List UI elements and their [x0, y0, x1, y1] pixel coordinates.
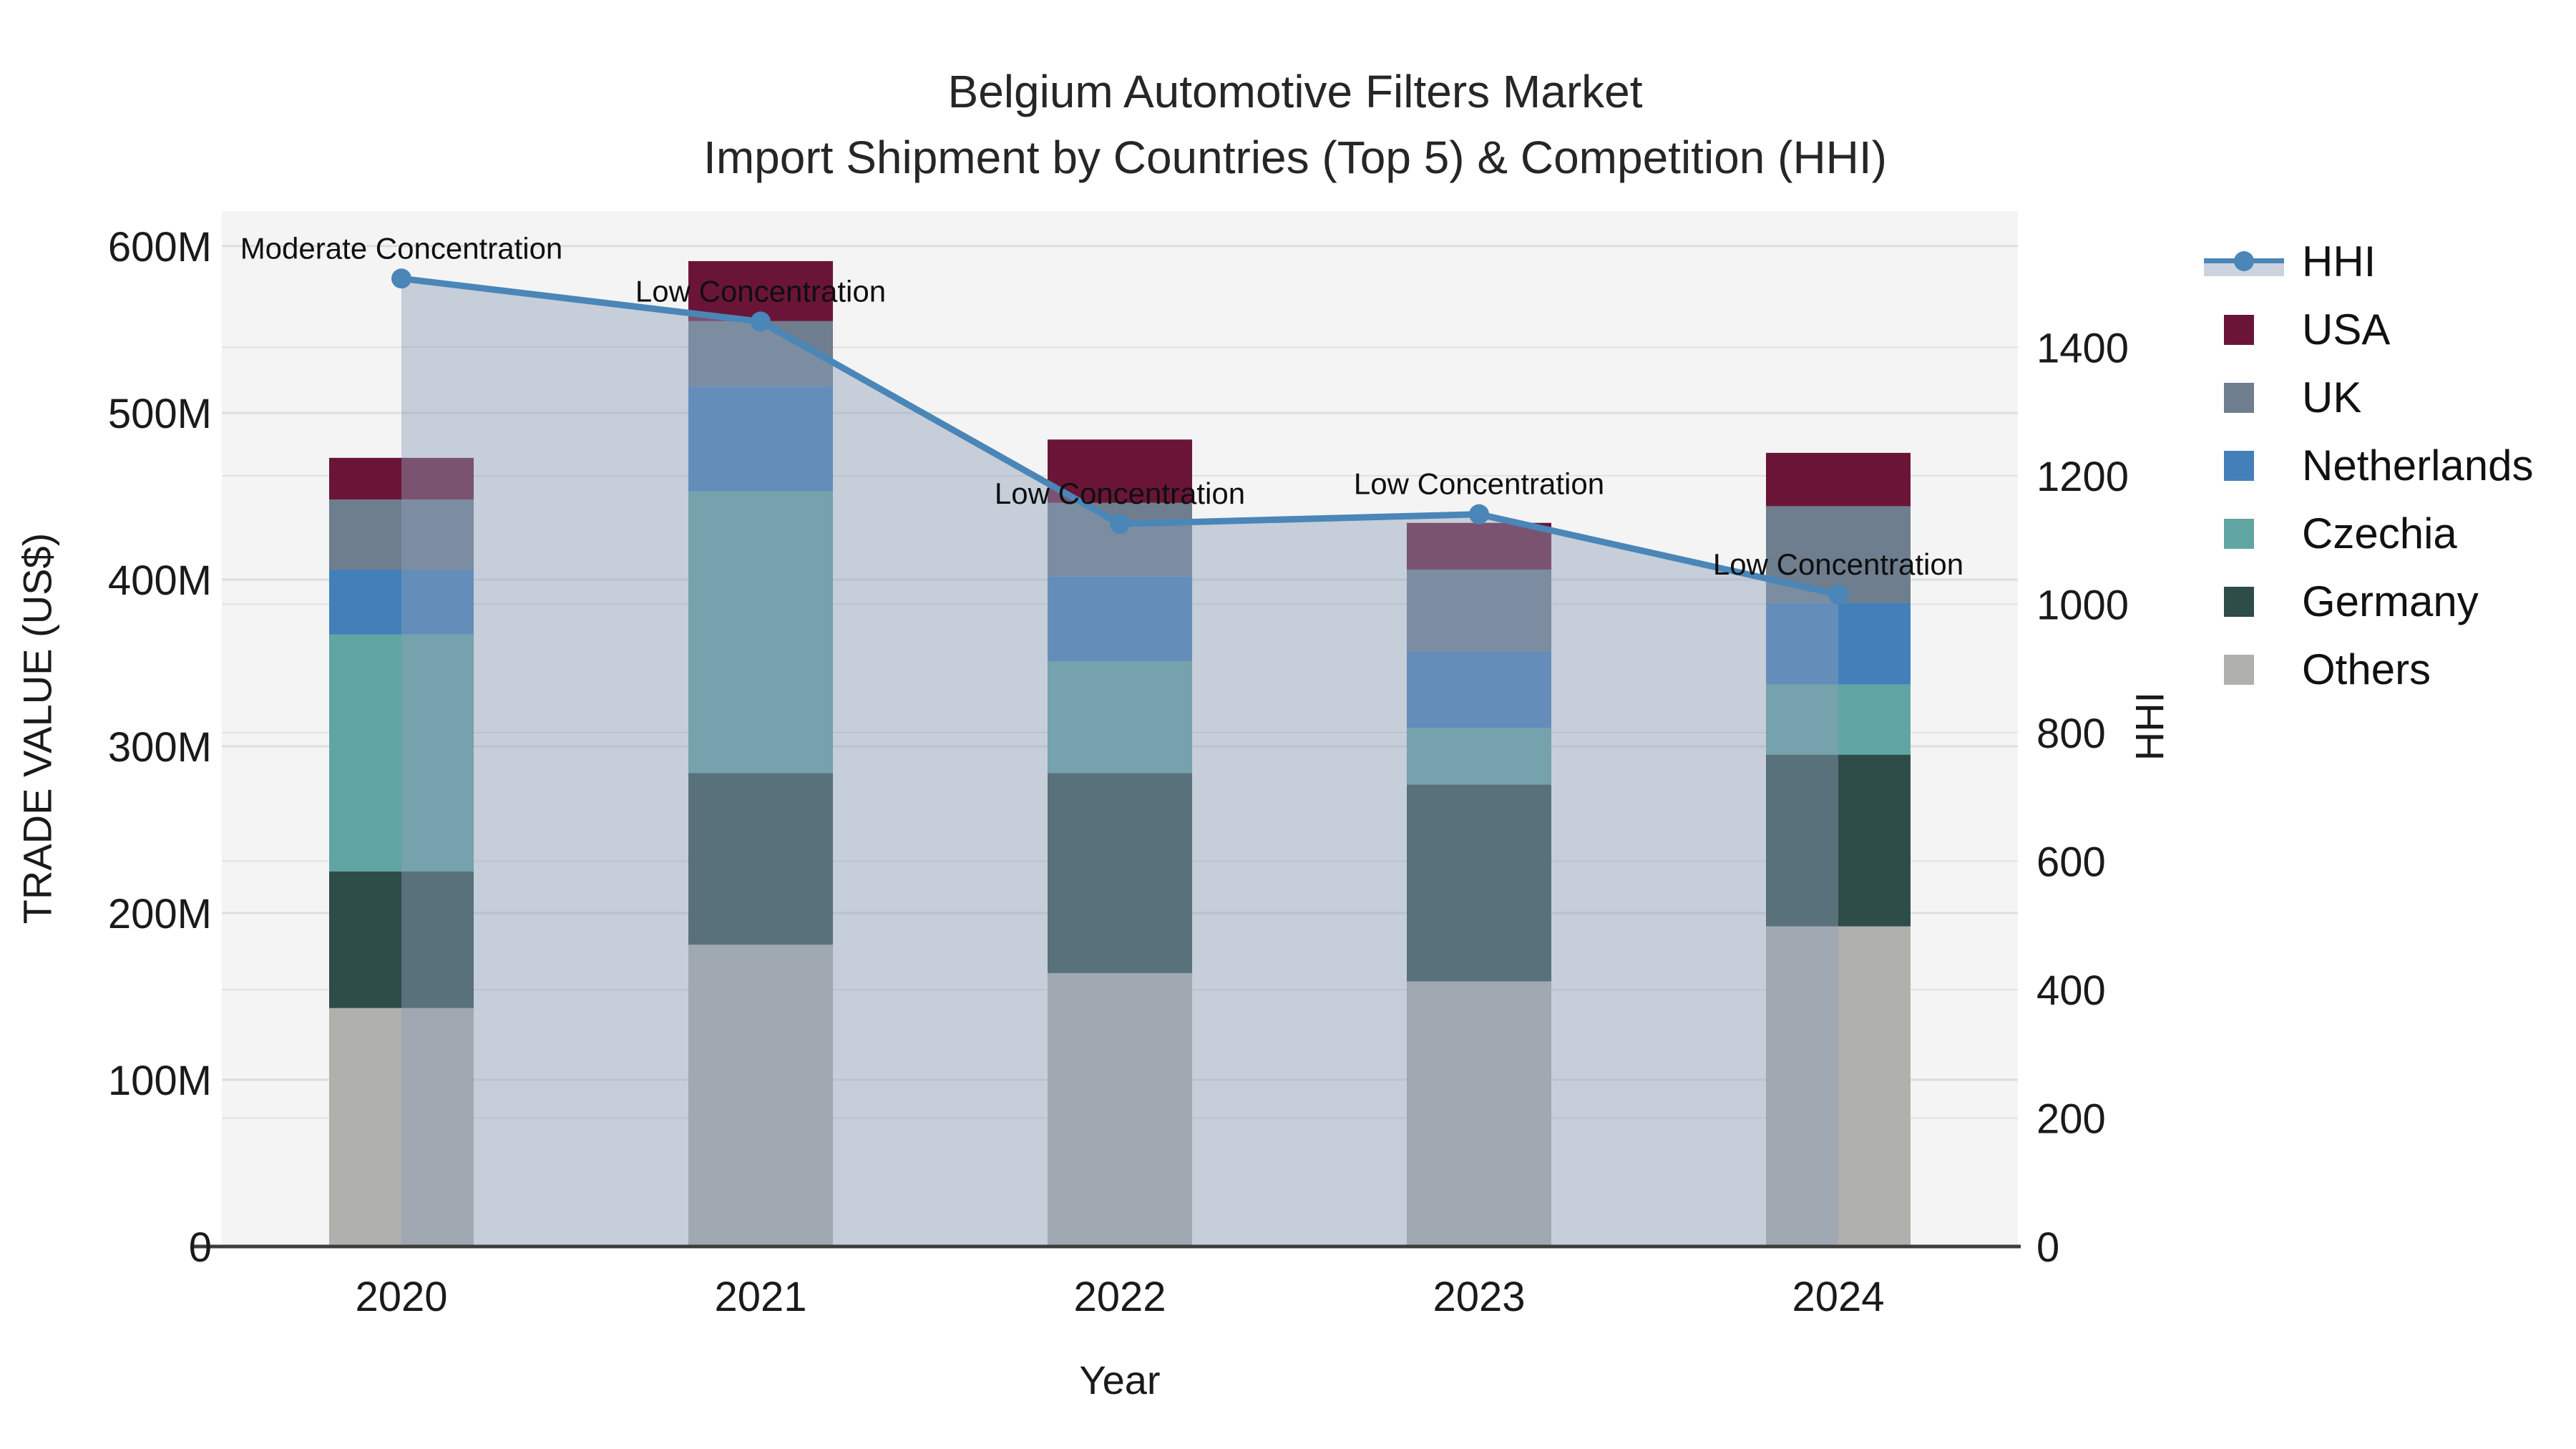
legend-label-czechia: Czechia	[2302, 509, 2457, 557]
legend-label-usa: USA	[2302, 306, 2391, 353]
chart-title-line-1: Belgium Automotive Filters Market	[947, 66, 1643, 117]
annotation-2021: Low Concentration	[635, 274, 886, 308]
hhi-marker-2021	[751, 311, 771, 332]
legend-swatch-usa	[2224, 314, 2254, 345]
bar-segment-others-2023	[1407, 981, 1551, 1246]
annotation-2024: Low Concentration	[1713, 547, 1963, 581]
y-left-tick-600M: 600M	[108, 224, 212, 270]
bar-segment-usa-2024	[1766, 452, 1911, 507]
legend-label-netherlands: Netherlands	[2302, 441, 2534, 489]
bar-segment-czechia-2024	[1766, 684, 1911, 755]
hhi-marker-2024	[1828, 584, 1848, 605]
bar-segment-germany-2021	[688, 773, 833, 945]
annotation-2022: Low Concentration	[995, 477, 1245, 510]
bar-segment-uk-2023	[1407, 569, 1551, 652]
bar-segment-others-2024	[1766, 926, 1911, 1246]
y-right-axis-title: HHI	[2127, 691, 2172, 761]
y-right-tick-400: 400	[2036, 967, 2106, 1014]
bar-segment-netherlands-2023	[1407, 651, 1551, 728]
y-left-tick-100M: 100M	[108, 1058, 212, 1104]
legend-label-others: Others	[2302, 645, 2431, 693]
x-axis-title: Year	[1079, 1357, 1161, 1402]
y-left-tick-200M: 200M	[108, 891, 212, 937]
bar-segment-others-2022	[1048, 972, 1192, 1246]
bar-segment-usa-2021	[688, 260, 833, 321]
bar-segment-usa-2020	[329, 457, 474, 500]
chart-title-line-2: Import Shipment by Countries (Top 5) & C…	[703, 132, 1887, 183]
legend-key-hhi-line	[2204, 247, 2284, 277]
legend-swatch-others	[2224, 654, 2254, 685]
legend-swatch-netherlands	[2224, 450, 2254, 481]
y-right-tick-200: 200	[2036, 1096, 2106, 1142]
x-tick-2023: 2023	[1433, 1274, 1525, 1320]
bar-segment-usa-2023	[1407, 522, 1551, 570]
legend-key-dot	[2234, 250, 2254, 271]
bar-segment-germany-2020	[329, 871, 474, 1008]
y-right-tick-1400: 1400	[2036, 325, 2129, 371]
hhi-marker-2023	[1469, 504, 1489, 525]
bar-segment-germany-2024	[1766, 754, 1911, 927]
legend-label-germany: Germany	[2302, 577, 2479, 625]
bar-segment-usa-2022	[1048, 439, 1192, 503]
y-left-axis-title: TRADE VALUE (US$)	[14, 532, 60, 924]
bar-segment-czechia-2023	[1407, 728, 1551, 785]
y-right-tick-1200: 1200	[2036, 454, 2129, 500]
bar-segment-netherlands-2024	[1766, 602, 1911, 685]
legend-label-uk: UK	[2302, 374, 2362, 421]
y-right-tick-600: 600	[2036, 839, 2106, 885]
x-tick-2022: 2022	[1073, 1274, 1166, 1320]
y-left-tick-300M: 300M	[108, 724, 212, 771]
y-right-tick-800: 800	[2036, 711, 2106, 757]
bar-segment-germany-2023	[1407, 784, 1551, 982]
legend-swatch-uk	[2224, 382, 2254, 413]
bar-segment-netherlands-2021	[688, 386, 833, 492]
hhi-marker-2022	[1110, 514, 1130, 535]
x-tick-2024: 2024	[1792, 1274, 1884, 1320]
bar-segment-czechia-2022	[1048, 661, 1192, 774]
bar-segment-netherlands-2020	[329, 569, 474, 635]
y-left-tick-400M: 400M	[108, 557, 212, 604]
annotation-2020: Moderate Concentration	[240, 231, 563, 265]
hhi-marker-2020	[391, 268, 411, 289]
legend-label-hhi: HHI	[2302, 238, 2376, 286]
bar-segment-germany-2022	[1048, 773, 1192, 973]
bar-segment-uk-2020	[329, 499, 474, 570]
bar-segment-uk-2021	[688, 321, 833, 386]
y-right-tick-0: 0	[2036, 1224, 2059, 1271]
legend-swatch-czechia	[2224, 518, 2254, 549]
bar-segment-netherlands-2022	[1048, 576, 1192, 662]
bar-segment-czechia-2021	[688, 491, 833, 774]
legend-swatch-germany	[2224, 586, 2254, 617]
y-right-tick-1000: 1000	[2036, 582, 2129, 628]
bar-segment-others-2021	[688, 945, 833, 1246]
x-tick-2020: 2020	[355, 1274, 447, 1320]
annotation-2023: Low Concentration	[1354, 467, 1604, 501]
bar-segment-others-2020	[329, 1008, 474, 1246]
x-tick-2021: 2021	[714, 1274, 806, 1320]
bar-segment-czechia-2020	[329, 634, 474, 872]
y-left-tick-500M: 500M	[108, 391, 212, 437]
y-left-tick-0: 0	[189, 1224, 212, 1271]
